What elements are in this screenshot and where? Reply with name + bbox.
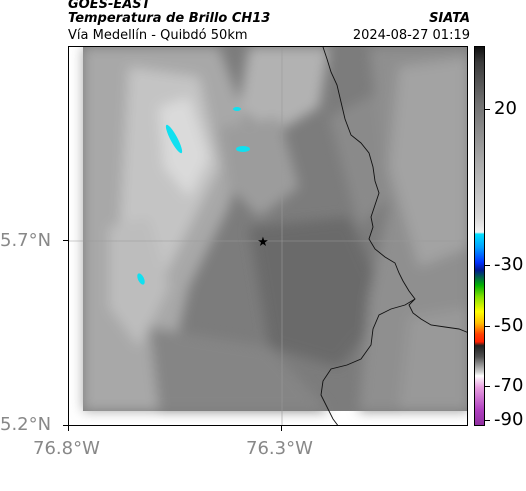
y-tick-mark: [63, 425, 68, 426]
map-image: ★: [69, 47, 467, 425]
colorbar-label: -30: [494, 254, 524, 275]
star-icon: ★: [257, 235, 269, 250]
lon-tick-label: 76.3°W: [246, 438, 313, 459]
timestamp: 2024-08-27 01:19: [352, 28, 470, 43]
y-tick-mark: [63, 240, 68, 241]
colorbar-tick: [485, 265, 490, 266]
satellite-map: ★: [68, 46, 468, 426]
region-label: Vía Medellín - Quibdó 50km: [68, 28, 248, 43]
colorbar-label: -50: [494, 315, 524, 336]
product-title: Temperatura de Brillo CH13: [68, 11, 271, 26]
colorbar-label: 20: [494, 98, 517, 119]
colorbar: [474, 46, 485, 426]
colorbar-tick: [485, 326, 490, 327]
colorbar-label: -70: [494, 375, 524, 396]
colorbar-label: -90: [494, 409, 524, 430]
lon-tick-label: 76.8°W: [33, 438, 100, 459]
lat-tick-label: 5.7°N: [0, 230, 52, 251]
colorbar-tick: [485, 386, 490, 387]
lat-tick-label: 5.2°N: [0, 414, 52, 435]
cold-cloud-tops: [137, 107, 250, 285]
satellite-name: GOES-EAST: [68, 0, 151, 12]
source-label: SIATA: [429, 11, 470, 26]
boundary-line-south: [320, 298, 416, 425]
colorbar-tick: [485, 420, 490, 421]
colorbar-tick: [485, 109, 490, 110]
x-tick-mark: [281, 426, 282, 431]
x-tick-mark: [68, 426, 69, 431]
boundary-line: [322, 47, 467, 333]
